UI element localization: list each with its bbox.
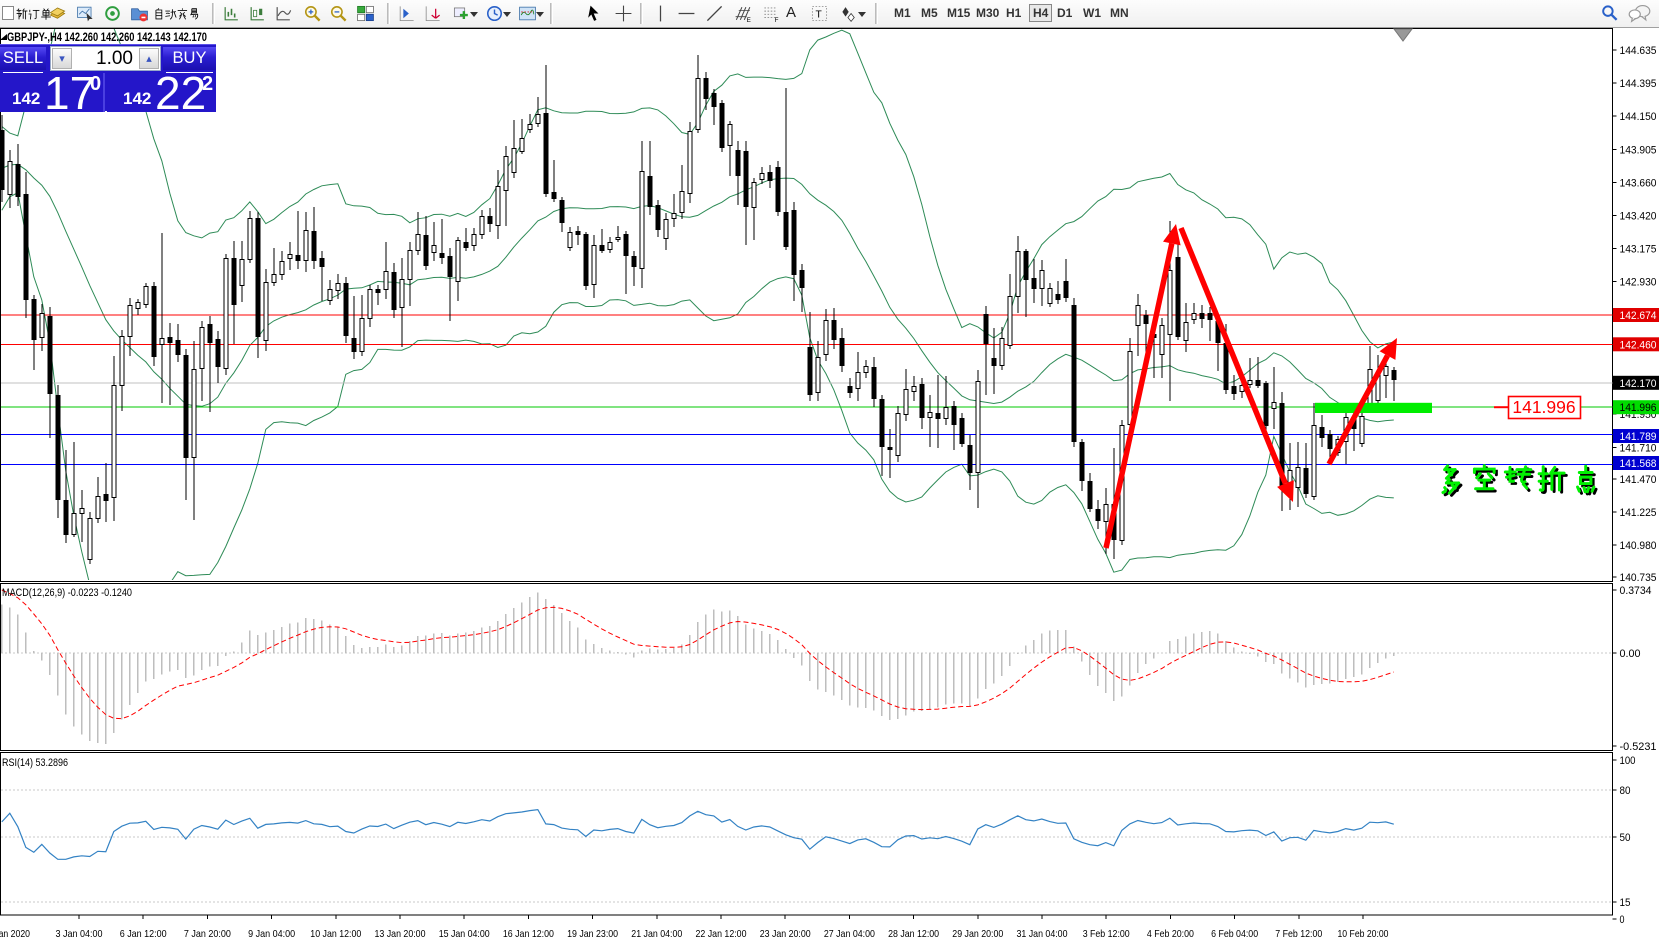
- svg-text:10 Feb 20:00: 10 Feb 20:00: [1338, 929, 1389, 940]
- svg-text:15 Jan 04:00: 15 Jan 04:00: [439, 929, 490, 940]
- svg-text:143.175: 143.175: [1620, 244, 1657, 256]
- svg-text:6 Jan 12:00: 6 Jan 12:00: [120, 929, 167, 940]
- svg-text:T: T: [816, 9, 823, 20]
- svg-text:80: 80: [1620, 785, 1631, 797]
- svg-text:144.395: 144.395: [1620, 78, 1657, 90]
- svg-text:4 Feb 20:00: 4 Feb 20:00: [1147, 929, 1194, 940]
- svg-text:28 Jan 12:00: 28 Jan 12:00: [888, 929, 939, 940]
- svg-text:143.420: 143.420: [1620, 211, 1657, 223]
- svg-text:50: 50: [1620, 832, 1631, 844]
- svg-text:13 Jan 20:00: 13 Jan 20:00: [375, 929, 426, 940]
- svg-text:15: 15: [1620, 897, 1631, 909]
- svg-text:MACD(12,26,9) -0.0223 -0.1240: MACD(12,26,9) -0.0223 -0.1240: [2, 587, 132, 599]
- svg-text:0: 0: [1620, 914, 1625, 926]
- svg-text:27 Jan 04:00: 27 Jan 04:00: [824, 929, 875, 940]
- svg-text:142.460: 142.460: [1620, 339, 1657, 351]
- svg-text:0.00: 0.00: [1620, 648, 1641, 660]
- svg-text:9 Jan 04:00: 9 Jan 04:00: [248, 929, 295, 940]
- svg-text:144.635: 144.635: [1620, 45, 1657, 57]
- svg-text:143.905: 143.905: [1620, 144, 1657, 156]
- svg-text:7 Feb 12:00: 7 Feb 12:00: [1275, 929, 1322, 940]
- svg-text:141.996: 141.996: [1512, 397, 1575, 417]
- svg-text:141.225: 141.225: [1620, 507, 1657, 519]
- svg-text:31 Jan 04:00: 31 Jan 04:00: [1017, 929, 1068, 940]
- svg-text:142.674: 142.674: [1620, 310, 1657, 322]
- svg-text:141.789: 141.789: [1620, 431, 1657, 443]
- svg-text:142.930: 142.930: [1620, 277, 1657, 289]
- svg-text:29 Jan 20:00: 29 Jan 20:00: [952, 929, 1003, 940]
- svg-text:22 Jan 12:00: 22 Jan 12:00: [696, 929, 747, 940]
- svg-text:21 Jan 04:00: 21 Jan 04:00: [631, 929, 682, 940]
- svg-text:140.735: 140.735: [1620, 572, 1657, 584]
- svg-text:6 Feb 04:00: 6 Feb 04:00: [1211, 929, 1258, 940]
- svg-text:143.660: 143.660: [1620, 177, 1657, 189]
- svg-text:141.470: 141.470: [1620, 474, 1657, 486]
- svg-text:10 Jan 12:00: 10 Jan 12:00: [310, 929, 361, 940]
- svg-text:141.996: 141.996: [1620, 402, 1657, 414]
- svg-text:RSI(14) 53.2896: RSI(14) 53.2896: [2, 757, 68, 769]
- svg-text:141.710: 141.710: [1620, 443, 1657, 455]
- svg-text:19 Jan 23:00: 19 Jan 23:00: [567, 929, 618, 940]
- svg-text:140.980: 140.980: [1620, 540, 1657, 552]
- svg-text:0.3734: 0.3734: [1620, 585, 1652, 597]
- svg-text:144.150: 144.150: [1620, 111, 1657, 123]
- svg-text:7 Jan 20:00: 7 Jan 20:00: [184, 929, 231, 940]
- svg-text:23 Jan 20:00: 23 Jan 20:00: [760, 929, 811, 940]
- svg-text:-0.5231: -0.5231: [1620, 741, 1657, 753]
- svg-text:GBPJPY-,H4 142.260 142.260 14: GBPJPY-,H4 142.260 142.260 142.143 142.1…: [7, 32, 207, 44]
- svg-text:100: 100: [1620, 755, 1636, 767]
- svg-text:3 Jan 04:00: 3 Jan 04:00: [56, 929, 103, 940]
- svg-text:E: E: [747, 17, 751, 23]
- svg-text:3 Feb 12:00: 3 Feb 12:00: [1083, 929, 1130, 940]
- svg-text:1 Jan 2020: 1 Jan 2020: [0, 929, 30, 940]
- svg-text:142.170: 142.170: [1620, 378, 1657, 390]
- svg-text:F: F: [775, 17, 779, 23]
- svg-text:16 Jan 12:00: 16 Jan 12:00: [503, 929, 554, 940]
- svg-text:141.568: 141.568: [1620, 458, 1657, 470]
